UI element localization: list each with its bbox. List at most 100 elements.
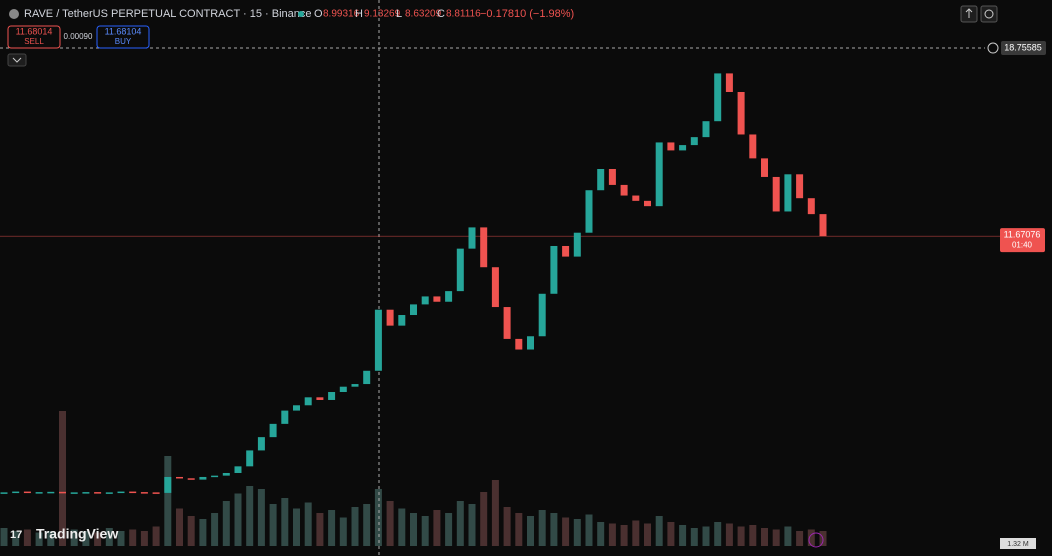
candle — [772, 176, 780, 212]
volume-bar — [316, 513, 324, 546]
volume-bar — [667, 522, 675, 546]
candle — [281, 410, 289, 424]
candle — [82, 492, 90, 494]
buy-label: BUY — [115, 37, 132, 46]
volume-bar — [281, 498, 289, 546]
up-icon — [965, 8, 973, 18]
candle — [667, 142, 675, 151]
candle — [796, 174, 804, 199]
volume-bar — [328, 510, 336, 546]
candle — [117, 491, 125, 494]
ohlc-label: C — [437, 8, 445, 20]
candle — [234, 466, 242, 473]
refresh-icon — [984, 9, 994, 19]
candle — [620, 184, 628, 196]
candle — [550, 245, 558, 294]
volume-label-box — [1000, 538, 1036, 549]
volume-bar — [503, 507, 511, 546]
candle — [761, 158, 768, 177]
volume-bar — [363, 504, 371, 546]
candle — [269, 423, 277, 438]
candle — [35, 492, 43, 494]
candle — [351, 384, 359, 387]
candle — [538, 293, 546, 337]
candle — [421, 296, 429, 305]
volume-bar — [59, 411, 66, 546]
candle — [714, 73, 722, 122]
candle — [211, 475, 219, 478]
volume-bar — [456, 501, 464, 546]
volume-bar — [655, 516, 663, 546]
volume-bar — [550, 513, 558, 546]
candle — [328, 392, 336, 400]
buy-button[interactable] — [96, 25, 150, 49]
volume-bar — [35, 532, 43, 546]
sell-button[interactable] — [7, 25, 61, 49]
volume-bar — [608, 523, 616, 546]
volume-bar — [269, 504, 277, 546]
volume-label: 1.32 M — [1007, 541, 1029, 548]
volume-bar — [772, 529, 780, 546]
volume-bar — [679, 525, 687, 546]
volume-bar — [94, 532, 102, 546]
volume-bar — [140, 531, 148, 546]
volume-bar — [187, 516, 195, 546]
candle — [737, 91, 745, 135]
volume-bar — [351, 507, 359, 546]
candle — [316, 397, 324, 400]
event-marker[interactable] — [808, 532, 824, 548]
volume-bar — [246, 486, 254, 546]
ohlc-value: 9.13269 — [364, 9, 401, 20]
plot — [0, 0, 1000, 556]
candle — [398, 315, 406, 326]
volume-bar — [491, 480, 499, 546]
collapse-button[interactable] — [7, 53, 27, 67]
volume-bar — [644, 523, 651, 546]
volume-bar — [211, 513, 219, 546]
candle — [140, 492, 148, 494]
candle — [679, 145, 687, 151]
candle — [690, 137, 698, 146]
ohlc-value: 8.99316 — [323, 9, 360, 20]
candle — [445, 291, 453, 302]
volume-bar — [176, 508, 183, 546]
refresh-button[interactable] — [980, 5, 998, 23]
candle — [176, 476, 183, 479]
ohlc-label: H — [355, 8, 363, 20]
candle — [129, 491, 137, 494]
volume-bar — [737, 526, 745, 546]
volume-bar — [164, 456, 172, 546]
ohlc-value: 8.63209 — [405, 9, 442, 20]
candle — [246, 450, 254, 467]
volume-bar — [293, 508, 300, 546]
current-price: 11.67076 — [1004, 230, 1041, 240]
chevron — [12, 57, 22, 63]
candle — [12, 491, 20, 494]
crosshair-add — [987, 42, 999, 54]
volume-bar — [386, 501, 394, 546]
candle — [784, 174, 792, 212]
status-dot — [298, 11, 304, 17]
volume-bar — [620, 525, 628, 546]
candle — [725, 73, 733, 92]
candle — [374, 309, 382, 371]
volume-bar — [468, 504, 476, 546]
current-price-box — [1000, 228, 1045, 253]
volume-bar — [796, 531, 804, 546]
volume-bar — [410, 513, 417, 546]
spread: 0.00090 — [64, 32, 93, 41]
change: −0.17810 (−1.98%) — [480, 8, 574, 20]
volume-bar — [632, 520, 640, 546]
candle — [0, 492, 8, 494]
candle — [152, 492, 160, 494]
candle — [819, 214, 827, 237]
crosshair-price: 18.75585 — [1004, 42, 1042, 52]
candle — [187, 478, 195, 480]
candle — [23, 491, 31, 494]
candle — [339, 386, 347, 393]
volume-bar — [573, 519, 581, 546]
volume-bar — [714, 522, 722, 546]
volume-bar — [222, 501, 230, 546]
crosshair-price-box — [1001, 41, 1046, 56]
candle — [573, 232, 581, 257]
